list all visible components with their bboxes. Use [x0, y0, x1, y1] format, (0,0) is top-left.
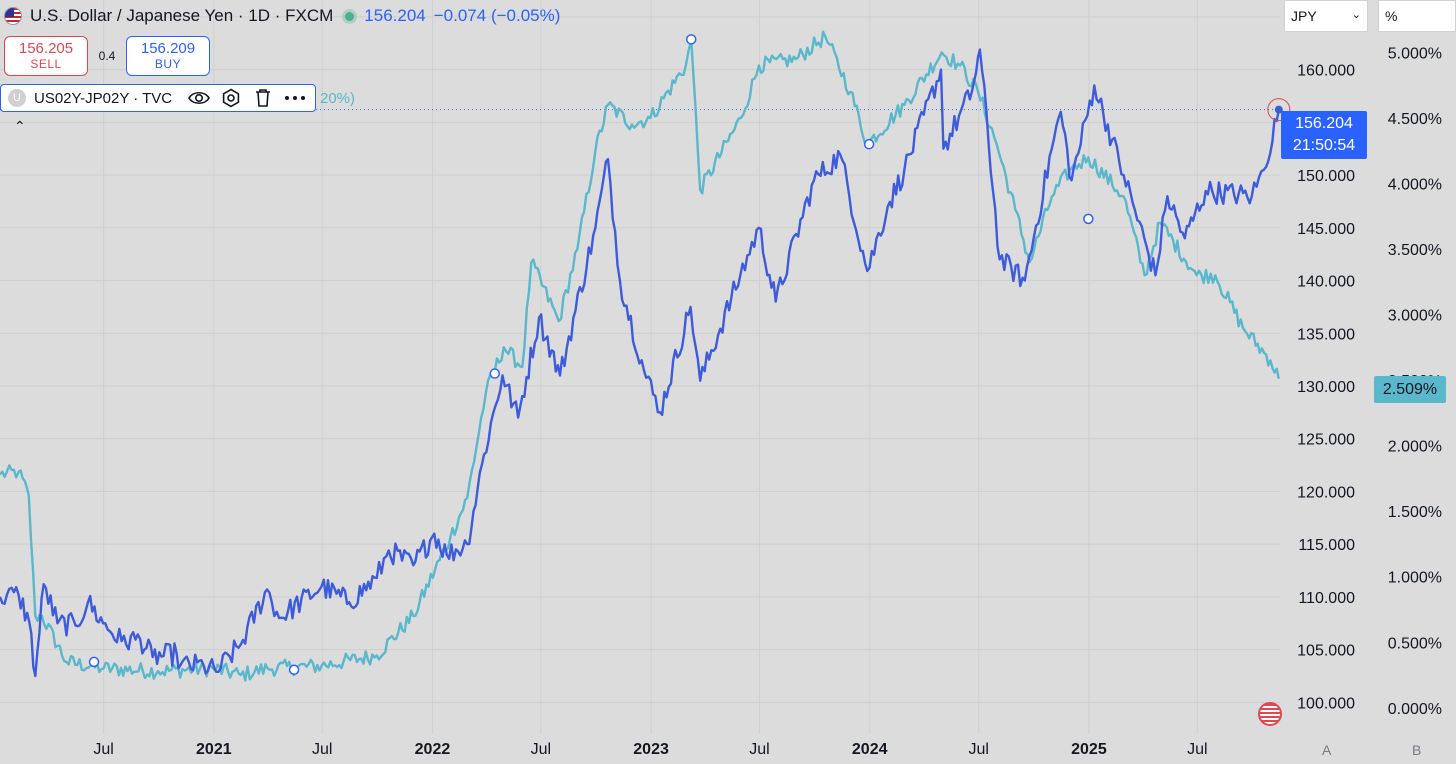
event-marker[interactable]: [288, 664, 300, 676]
buy-price: 156.209: [140, 40, 196, 57]
sell-price: 156.205: [18, 40, 74, 57]
left-tick-label: 140.000: [1297, 274, 1355, 291]
series-layer: [0, 30, 1291, 682]
symbol-logo-icon: U: [8, 89, 26, 107]
axis-b-label[interactable]: B: [1412, 742, 1422, 758]
event-marker[interactable]: [489, 368, 500, 379]
sell-label: SELL: [30, 57, 62, 71]
compare-symbol-legend[interactable]: U US02Y-JP02Y · TVC: [0, 84, 316, 112]
us-flag-event-icon[interactable]: [1258, 702, 1282, 726]
x-tick-label: Jul: [968, 741, 988, 758]
symbol-title[interactable]: U.S. Dollar / Japanese Yen · 1D · FXCM: [30, 6, 334, 25]
buy-label: BUY: [154, 57, 182, 71]
chevron-down-icon: ⌄: [1351, 9, 1361, 21]
last-price-dot: [1274, 105, 1283, 114]
left-tick-label: 125.000: [1297, 432, 1355, 449]
sell-button[interactable]: 156.205 SELL: [4, 36, 88, 76]
event-marker[interactable]: [1083, 213, 1094, 225]
left-tick-label: 110.000: [1298, 590, 1355, 607]
right-tick-label: 4.000%: [1388, 177, 1442, 194]
left-scale-currency-value: JPY: [1291, 8, 1317, 24]
x-tick-label: 2024: [852, 741, 888, 758]
x-tick-label: 2023: [633, 741, 669, 758]
current-percent-tag: 2.509%: [1374, 376, 1446, 403]
last-price-halo: [1267, 98, 1291, 122]
x-tick-label: Jul: [312, 741, 332, 758]
event-marker[interactable]: [863, 138, 875, 150]
right-tick-label: 1.000%: [1388, 570, 1442, 587]
yield-spread-line[interactable]: [0, 30, 1280, 682]
compare-change-tail: 20%): [320, 90, 356, 107]
last-price: 156.204: [364, 6, 426, 25]
left-scale-currency-select[interactable]: JPY ⌄: [1284, 0, 1368, 32]
right-tick-label: 1.500%: [1388, 504, 1442, 521]
x-tick-label: 2025: [1071, 741, 1107, 758]
current-price-tag: 156.204 21:50:54: [1281, 111, 1367, 159]
left-tick-label: 160.000: [1297, 63, 1355, 80]
right-tick-label: 3.000%: [1388, 308, 1442, 325]
symbol-header: U.S. Dollar / Japanese Yen · 1D · FXCM 1…: [4, 4, 560, 28]
more-icon[interactable]: [282, 86, 308, 110]
us-flag-icon: [4, 7, 22, 25]
x-tick-label: Jul: [93, 741, 113, 758]
chevron-up-icon[interactable]: ⌃: [14, 118, 26, 134]
event-marker[interactable]: [685, 34, 697, 45]
left-tick-label: 145.000: [1297, 221, 1355, 238]
left-tick-label: 115.000: [1298, 537, 1355, 554]
x-tick-label: Jul: [531, 741, 551, 758]
price-change: −0.074 (−0.05%): [433, 6, 561, 25]
left-tick-label: 150.000: [1297, 168, 1355, 185]
spread-value: 0.4: [98, 49, 116, 63]
right-scale-unit-value: %: [1385, 8, 1398, 24]
right-tick-label: 4.500%: [1388, 111, 1442, 128]
left-tick-label: 100.000: [1297, 695, 1355, 712]
left-tick-label: 120.000: [1297, 484, 1355, 501]
compare-symbol-label: US02Y-JP02Y · TVC: [34, 89, 173, 107]
x-tick-label: 2022: [415, 741, 451, 758]
left-tick-label: 105.000: [1297, 643, 1355, 660]
current-price-value: 156.204: [1295, 115, 1353, 132]
right-tick-label: 5.000%: [1388, 45, 1442, 62]
event-markers: [88, 34, 1094, 676]
x-tick-label: Jul: [1187, 741, 1207, 758]
right-tick-label: 0.000%: [1388, 701, 1442, 718]
x-tick-label: 2021: [196, 741, 232, 758]
grid: [0, 0, 1280, 734]
settings-icon[interactable]: [218, 86, 244, 110]
usdjpy-line[interactable]: [0, 48, 1280, 678]
eye-icon[interactable]: [186, 86, 212, 110]
time-axis[interactable]: Jul 2021 Jul 2022 Jul 2023 Jul 2024 Jul 2025 Jul: [93, 741, 1207, 758]
trash-icon[interactable]: [250, 86, 276, 110]
x-tick-label: Jul: [749, 741, 769, 758]
right-tick-label: 3.500%: [1388, 242, 1442, 259]
axis-a-label[interactable]: A: [1322, 742, 1332, 758]
right-scale-unit-select[interactable]: %: [1378, 0, 1456, 32]
market-status-icon: [345, 11, 355, 21]
event-marker[interactable]: [88, 656, 100, 668]
left-tick-label: 135.000: [1297, 326, 1355, 343]
trade-panel: 156.205 SELL 0.4 156.209 BUY: [4, 36, 210, 76]
buy-button[interactable]: 156.209 BUY: [126, 36, 210, 76]
left-tick-label: 130.000: [1297, 379, 1355, 396]
bar-countdown: 21:50:54: [1292, 137, 1356, 154]
right-tick-label: 2.000%: [1388, 439, 1442, 456]
right-tick-label: 0.500%: [1388, 635, 1442, 652]
